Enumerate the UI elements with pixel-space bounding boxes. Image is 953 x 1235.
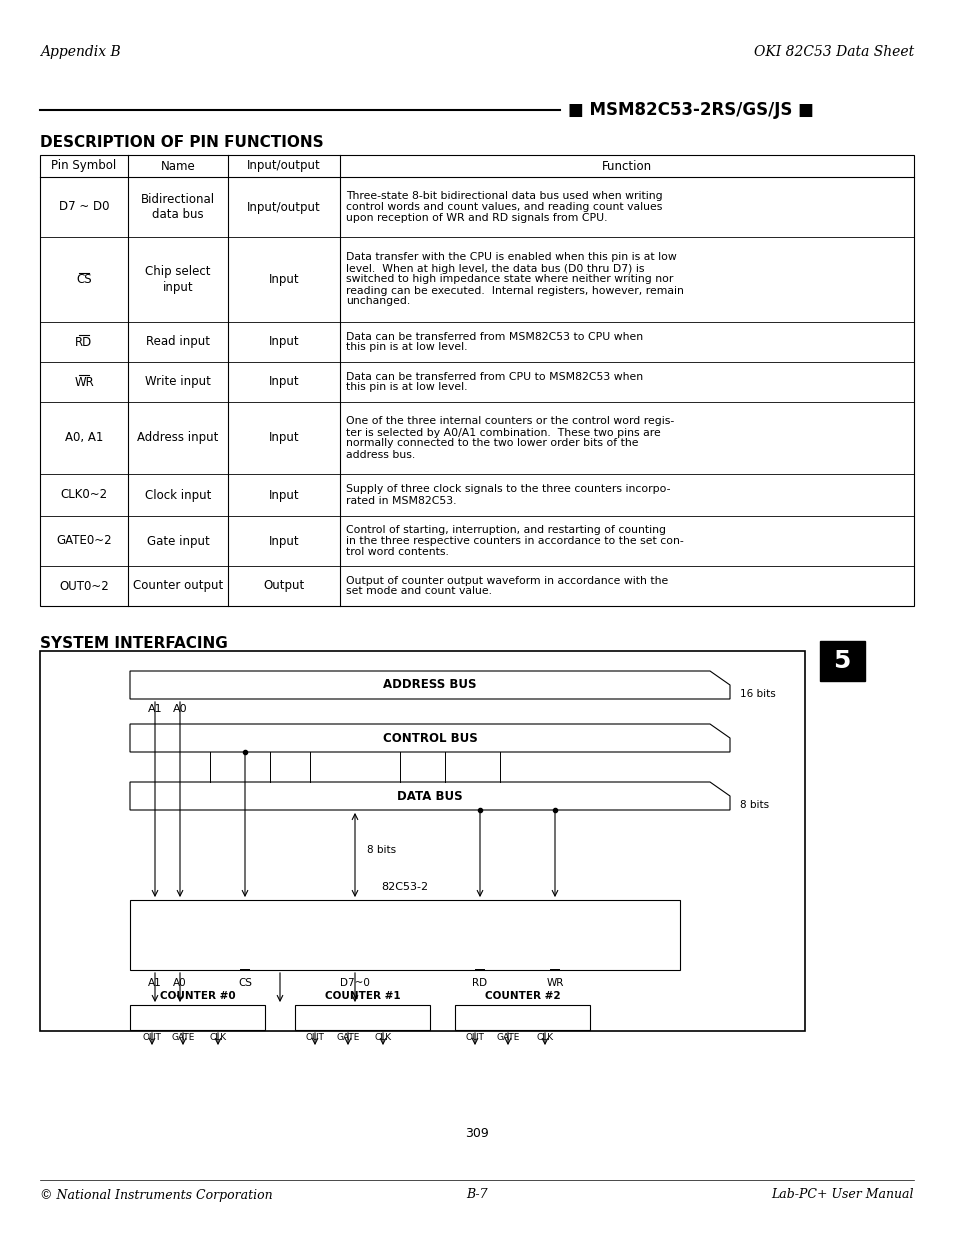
Text: One of the three internal counters or the control word regis-: One of the three internal counters or th… bbox=[346, 416, 674, 426]
Text: Write input: Write input bbox=[145, 375, 211, 389]
Text: A0, A1: A0, A1 bbox=[65, 431, 103, 445]
Text: ADDRESS BUS: ADDRESS BUS bbox=[383, 678, 476, 692]
Text: Bidirectional
data bus: Bidirectional data bus bbox=[141, 193, 214, 221]
Text: trol word contents.: trol word contents. bbox=[346, 547, 449, 557]
Text: Control of starting, interruption, and restarting of counting: Control of starting, interruption, and r… bbox=[346, 525, 665, 535]
Bar bbox=[820, 641, 864, 680]
Text: Chip select
input: Chip select input bbox=[145, 266, 211, 294]
Text: 309: 309 bbox=[465, 1128, 488, 1140]
Text: COUNTER #1: COUNTER #1 bbox=[324, 990, 400, 1002]
Text: 5: 5 bbox=[832, 650, 850, 673]
Text: GATE: GATE bbox=[496, 1032, 519, 1042]
Text: A0: A0 bbox=[172, 704, 187, 714]
Bar bbox=[294, 1005, 430, 1030]
Bar bbox=[455, 1005, 589, 1030]
Text: OUT: OUT bbox=[465, 1032, 484, 1042]
Text: CONTROL BUS: CONTROL BUS bbox=[382, 731, 476, 745]
Text: reading can be executed.  Internal registers, however, remain: reading can be executed. Internal regist… bbox=[346, 285, 683, 295]
Text: RD: RD bbox=[472, 978, 487, 988]
Bar bbox=[130, 1005, 265, 1030]
Text: Data can be transferred from MSM82C53 to CPU when: Data can be transferred from MSM82C53 to… bbox=[346, 331, 642, 342]
Text: RD: RD bbox=[75, 336, 92, 348]
Text: unchanged.: unchanged. bbox=[346, 296, 410, 306]
Text: Appendix B: Appendix B bbox=[40, 44, 121, 59]
Text: A0: A0 bbox=[173, 978, 187, 988]
Text: Name: Name bbox=[160, 159, 195, 173]
Text: © National Instruments Corporation: © National Instruments Corporation bbox=[40, 1188, 273, 1202]
Text: normally connected to the two lower order bits of the: normally connected to the two lower orde… bbox=[346, 438, 638, 448]
Text: rated in MSM82C53.: rated in MSM82C53. bbox=[346, 495, 456, 505]
Text: 8 bits: 8 bits bbox=[740, 800, 768, 810]
Text: Input: Input bbox=[269, 489, 299, 501]
Text: 8 bits: 8 bits bbox=[367, 845, 395, 855]
Bar bbox=[40, 651, 804, 1031]
Text: Input: Input bbox=[269, 535, 299, 547]
Text: CS: CS bbox=[237, 978, 252, 988]
Text: CS: CS bbox=[76, 273, 91, 287]
Text: A1: A1 bbox=[148, 704, 162, 714]
Text: in the three respective counters in accordance to the set con-: in the three respective counters in acco… bbox=[346, 536, 683, 546]
Text: CLK0~2: CLK0~2 bbox=[60, 489, 108, 501]
Text: Counter output: Counter output bbox=[132, 579, 223, 593]
Text: level.  When at high level, the data bus (D0 thru D7) is: level. When at high level, the data bus … bbox=[346, 263, 644, 273]
Bar bbox=[40, 156, 913, 606]
Text: DESCRIPTION OF PIN FUNCTIONS: DESCRIPTION OF PIN FUNCTIONS bbox=[40, 135, 323, 149]
Text: OKI 82C53 Data Sheet: OKI 82C53 Data Sheet bbox=[753, 44, 913, 59]
Text: COUNTER #0: COUNTER #0 bbox=[159, 990, 235, 1002]
Text: D7 ~ D0: D7 ~ D0 bbox=[59, 200, 110, 214]
Text: DATA BUS: DATA BUS bbox=[396, 789, 462, 803]
Text: OUT: OUT bbox=[142, 1032, 161, 1042]
Bar bbox=[130, 900, 679, 969]
Text: CLK: CLK bbox=[210, 1032, 226, 1042]
Text: Three-state 8-bit bidirectional data bus used when writing: Three-state 8-bit bidirectional data bus… bbox=[346, 191, 662, 201]
Text: Gate input: Gate input bbox=[147, 535, 209, 547]
Text: SYSTEM INTERFACING: SYSTEM INTERFACING bbox=[40, 636, 228, 651]
Text: set mode and count value.: set mode and count value. bbox=[346, 587, 492, 597]
Text: WR: WR bbox=[74, 375, 93, 389]
Text: Input: Input bbox=[269, 375, 299, 389]
Text: Clock input: Clock input bbox=[145, 489, 211, 501]
Text: ter is selected by A0/A1 combination.  These two pins are: ter is selected by A0/A1 combination. Th… bbox=[346, 427, 660, 437]
Text: Output of counter output waveform in accordance with the: Output of counter output waveform in acc… bbox=[346, 576, 667, 585]
Text: COUNTER #2: COUNTER #2 bbox=[484, 990, 559, 1002]
Text: D7~0: D7~0 bbox=[339, 978, 370, 988]
Text: this pin is at low level.: this pin is at low level. bbox=[346, 342, 467, 352]
Text: this pin is at low level.: this pin is at low level. bbox=[346, 383, 467, 393]
Text: GATE0~2: GATE0~2 bbox=[56, 535, 112, 547]
Text: Input: Input bbox=[269, 336, 299, 348]
Text: WR: WR bbox=[546, 978, 563, 988]
Text: Lab-PC+ User Manual: Lab-PC+ User Manual bbox=[771, 1188, 913, 1202]
Text: Input/output: Input/output bbox=[247, 159, 320, 173]
Text: Input: Input bbox=[269, 431, 299, 445]
Text: 16 bits: 16 bits bbox=[740, 689, 775, 699]
Text: Address input: Address input bbox=[137, 431, 218, 445]
Text: Input/output: Input/output bbox=[247, 200, 320, 214]
Text: address bus.: address bus. bbox=[346, 450, 415, 459]
Text: CLK: CLK bbox=[536, 1032, 553, 1042]
Text: upon reception of WR and RD signals from CPU.: upon reception of WR and RD signals from… bbox=[346, 212, 607, 224]
Text: Output: Output bbox=[263, 579, 304, 593]
Text: Data can be transferred from CPU to MSM82C53 when: Data can be transferred from CPU to MSM8… bbox=[346, 372, 642, 382]
Text: Supply of three clock signals to the three counters incorpo-: Supply of three clock signals to the thr… bbox=[346, 484, 670, 494]
Text: GATE: GATE bbox=[172, 1032, 194, 1042]
Text: OUT0~2: OUT0~2 bbox=[59, 579, 109, 593]
Text: Input: Input bbox=[269, 273, 299, 287]
Text: control words and count values, and reading count values: control words and count values, and read… bbox=[346, 203, 661, 212]
Text: Function: Function bbox=[601, 159, 652, 173]
Text: GATE: GATE bbox=[336, 1032, 359, 1042]
Text: B-7: B-7 bbox=[466, 1188, 487, 1202]
Text: ■ MSM82C53-2RS/GS/JS ■: ■ MSM82C53-2RS/GS/JS ■ bbox=[567, 101, 813, 119]
Text: 82C53-2: 82C53-2 bbox=[381, 882, 428, 892]
Text: CLK: CLK bbox=[374, 1032, 391, 1042]
Text: A1: A1 bbox=[148, 978, 162, 988]
Text: Pin Symbol: Pin Symbol bbox=[51, 159, 116, 173]
Text: Data transfer with the CPU is enabled when this pin is at low: Data transfer with the CPU is enabled wh… bbox=[346, 252, 676, 263]
Text: OUT: OUT bbox=[305, 1032, 324, 1042]
Text: Read input: Read input bbox=[146, 336, 210, 348]
Text: switched to high impedance state where neither writing nor: switched to high impedance state where n… bbox=[346, 274, 673, 284]
